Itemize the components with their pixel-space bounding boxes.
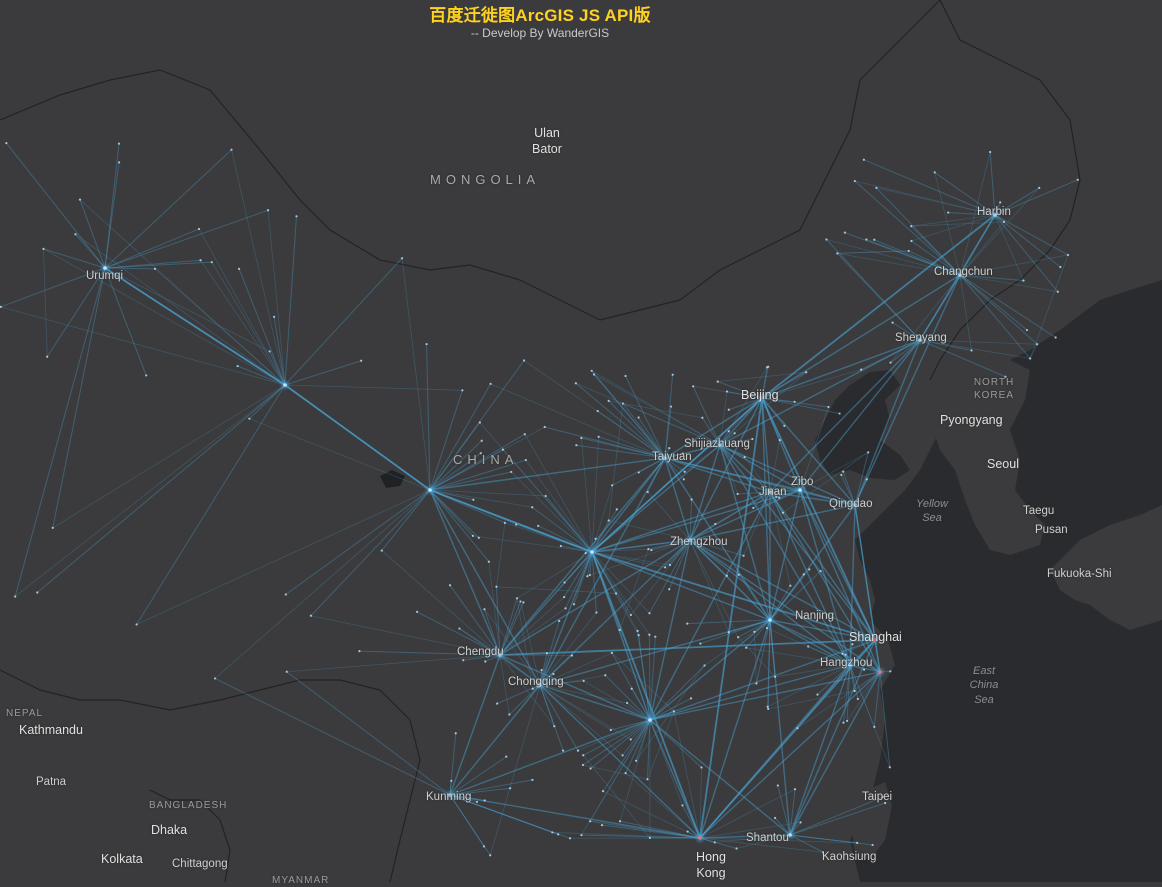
city-label-hangzhou: Hangzhou (820, 656, 872, 671)
city-label-kolkata: Kolkata (101, 851, 143, 867)
city-label-taiyuan: Taiyuan (652, 450, 692, 465)
city-label-kathmandu: Kathmandu (19, 722, 83, 738)
city-label-patna: Patna (36, 775, 66, 790)
city-label-pyongyang: Pyongyang (940, 412, 1003, 428)
city-label-shanghai: Shanghai (849, 629, 902, 645)
city-label-seoul: Seoul (987, 456, 1019, 472)
city-label-taegu: Taegu (1023, 504, 1054, 519)
city-label-dhaka: Dhaka (151, 822, 187, 838)
country-label-north-korea: NORTH KOREA (970, 376, 1018, 402)
page-subtitle: -- Develop By WanderGIS (0, 26, 1080, 40)
country-label-bangladesh: BANGLADESH (149, 799, 227, 812)
city-label-shantou: Shantou (746, 831, 789, 846)
country-label-china: CHINA (453, 452, 518, 469)
city-label-ulan-bator: Ulan Bator (524, 125, 570, 158)
city-label-pusan: Pusan (1035, 523, 1068, 538)
city-label-qingdao: Qingdao (829, 497, 872, 512)
city-label-changchun: Changchun (934, 265, 993, 280)
city-label-shenyang: Shenyang (895, 331, 947, 346)
country-label-myanmar: MYANMAR (272, 874, 329, 887)
city-label-chengdu: Chengdu (457, 645, 504, 660)
city-label-zhengzhou: Zhengzhou (670, 535, 728, 550)
city-label-kunming: Kunming (426, 790, 471, 805)
city-label-chittagong: Chittagong (172, 857, 228, 872)
city-label-beijing: Beijing (741, 387, 779, 403)
city-label-urumqi: Urumqi (86, 269, 123, 284)
city-label-fukuoka: Fukuoka-Shi (1047, 567, 1112, 582)
country-label-nepal: NEPAL (6, 707, 43, 720)
sea-label-yellow-sea: Yellow Sea (912, 497, 952, 526)
city-label-chongqing: Chongqing (508, 675, 564, 690)
page-title: 百度迁徙图ArcGIS JS API版 (0, 1, 1080, 26)
city-label-zibo: Zibo (791, 475, 813, 490)
city-label-jinan: Jinan (759, 485, 787, 500)
city-label-kaohsiung: Kaohsiung (822, 850, 876, 865)
city-label-nanjing: Nanjing (795, 609, 834, 624)
city-label-harbin: Harbin (977, 205, 1011, 220)
city-label-hong-kong: Hong Kong (690, 849, 732, 882)
city-label-shijiazhuang: Shijiazhuang (684, 437, 750, 452)
city-label-taipei: Taipei (862, 790, 892, 805)
country-label-mongolia: MONGOLIA (430, 172, 540, 189)
sea-label-east-china-sea: East China Sea (964, 664, 1004, 707)
